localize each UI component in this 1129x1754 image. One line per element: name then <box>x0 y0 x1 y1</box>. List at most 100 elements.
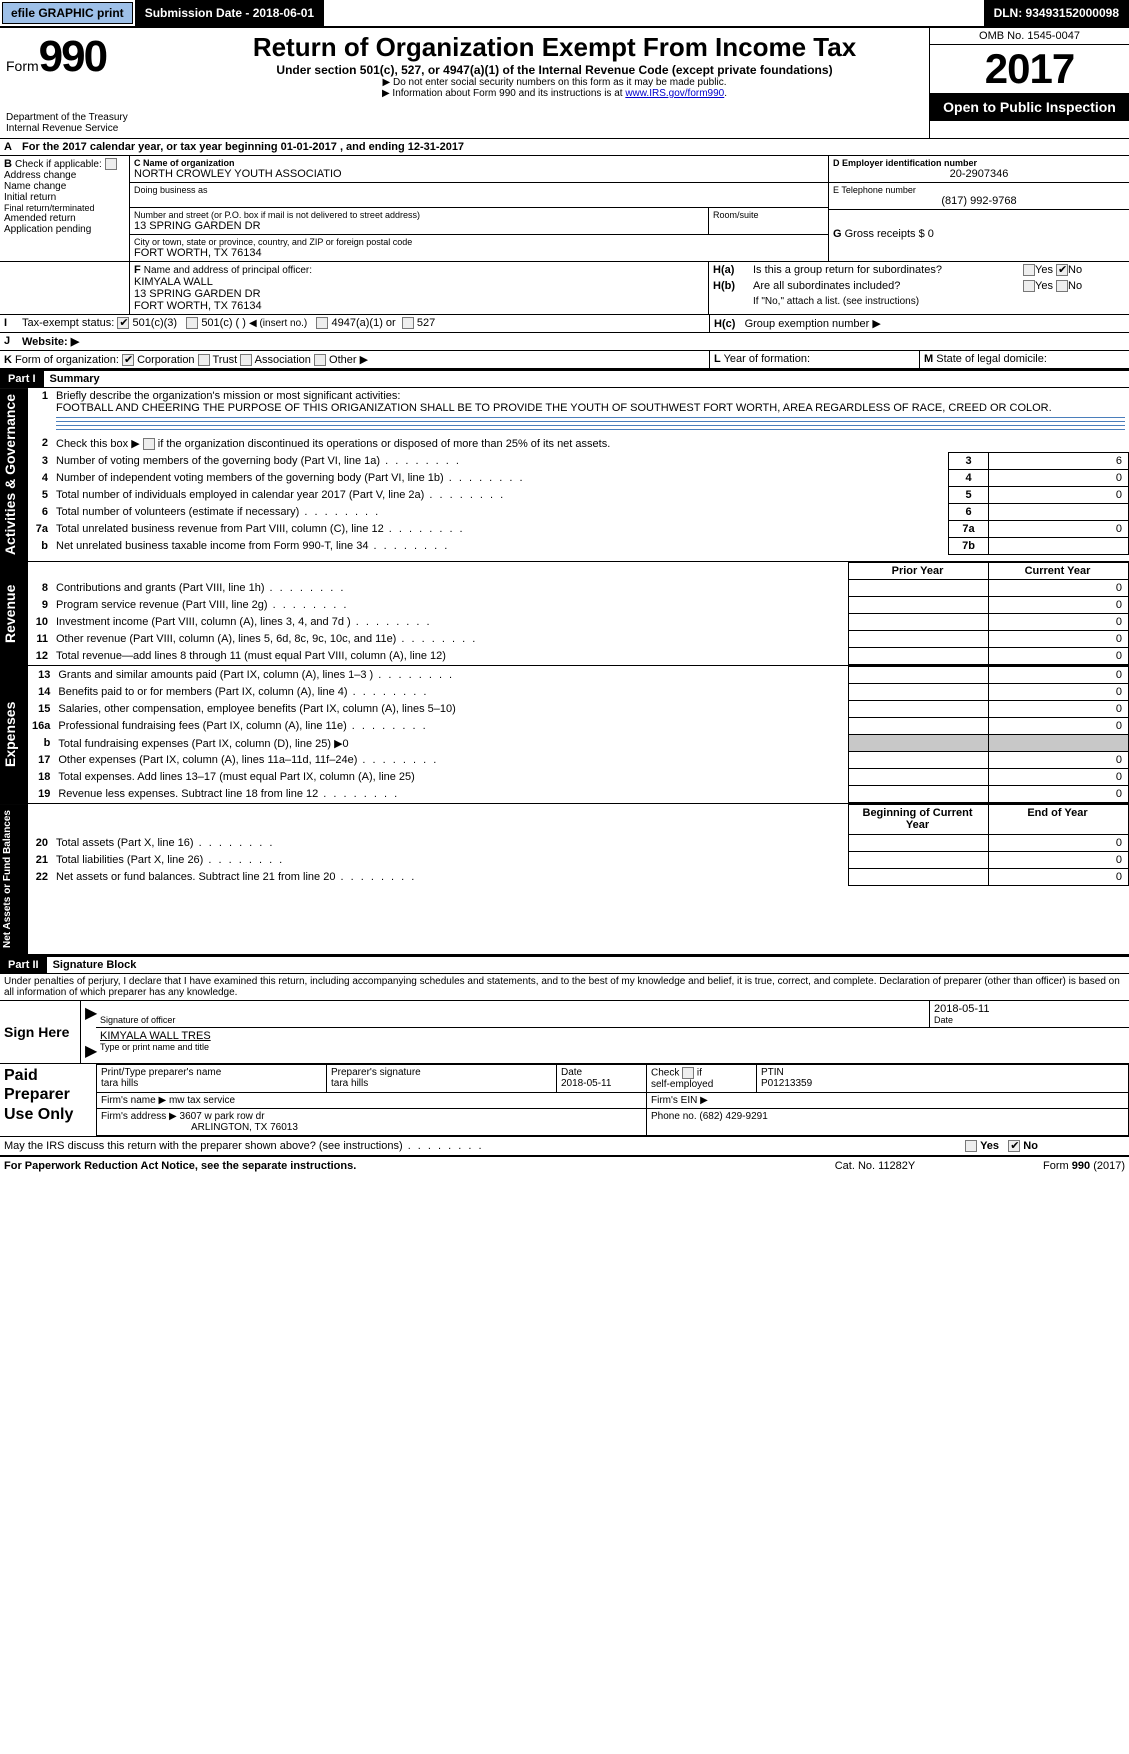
submission-date: Submission Date - 2018-06-01 <box>135 0 324 26</box>
firm-ein-label: Firm's EIN ▶ <box>651 1095 708 1106</box>
assoc-checkbox[interactable] <box>240 354 252 366</box>
checkbox-b[interactable] <box>105 158 117 170</box>
hb-no-checkbox[interactable] <box>1056 280 1068 292</box>
side-revenue: Revenue <box>0 562 28 665</box>
print-name-label: Type or print name and title <box>100 1042 1125 1052</box>
website: Website: ▶ <box>18 333 83 350</box>
prep-sig: tara hills <box>331 1078 368 1089</box>
date-label: Date <box>934 1015 1125 1025</box>
exp-row: 14Benefits paid to or for members (Part … <box>28 684 1129 701</box>
gov-row: 5Total number of individuals employed in… <box>28 487 1129 504</box>
label-d: D Employer identification number <box>833 158 1125 168</box>
irs: Internal Revenue Service <box>6 123 174 134</box>
open-public: Open to Public Inspection <box>930 93 1129 121</box>
cat-no: Cat. No. 11282Y <box>785 1160 965 1172</box>
firm-name: mw tax service <box>169 1095 235 1106</box>
form-label: Form <box>6 58 39 74</box>
gov-row: 4Number of independent voting members of… <box>28 470 1129 487</box>
col-prior: Prior Year <box>849 563 989 580</box>
side-governance: Activities & Governance <box>0 388 28 561</box>
sig-officer-label: Signature of officer <box>100 1015 925 1025</box>
line1-num: 1 <box>28 388 52 435</box>
net-row: 21Total liabilities (Part X, line 26)0 <box>28 852 1129 869</box>
opt-application-pending: Application pending <box>4 224 125 235</box>
form-header: Form990 Department of the Treasury Inter… <box>0 28 1129 139</box>
dba-label: Doing business as <box>134 185 824 195</box>
discuss-text: May the IRS discuss this return with the… <box>4 1140 484 1152</box>
street-address: 13 SPRING GARDEN DR <box>134 220 704 232</box>
hb-note: If "No," attach a list. (see instruction… <box>709 294 1129 309</box>
trust-checkbox[interactable] <box>198 354 210 366</box>
mission-text: FOOTBALL AND CHEERING THE PURPOSE OF THI… <box>56 402 1052 414</box>
pra-notice: For Paperwork Reduction Act Notice, see … <box>4 1160 785 1172</box>
side-expenses: Expenses <box>0 666 28 803</box>
efile-button[interactable]: efile GRAPHIC print <box>2 2 133 24</box>
opt-final-return: Final return/terminated <box>4 203 125 213</box>
net-row: 20Total assets (Part X, line 16)0 <box>28 835 1129 852</box>
city-label: City or town, state or province, country… <box>134 237 824 247</box>
self-employed-checkbox[interactable] <box>682 1067 694 1079</box>
label-hb: H(b) <box>709 278 749 294</box>
addr-label: Number and street (or P.O. box if mail i… <box>134 210 704 220</box>
gov-row: 6Total number of volunteers (estimate if… <box>28 504 1129 521</box>
rev-row: 9Program service revenue (Part VIII, lin… <box>28 597 1129 614</box>
rev-row: 10Investment income (Part VIII, column (… <box>28 614 1129 631</box>
form-footer: Form 990 (2017) <box>965 1160 1125 1172</box>
exp-row: 18Total expenses. Add lines 13–17 (must … <box>28 769 1129 786</box>
sig-date: 2018-05-11 <box>934 1003 1125 1015</box>
firm-name-label: Firm's name ▶ <box>101 1095 166 1106</box>
prep-name-label: Print/Type preparer's name <box>101 1067 221 1078</box>
form-title: Return of Organization Exempt From Incom… <box>184 32 925 63</box>
exp-row: 13Grants and similar amounts paid (Part … <box>28 667 1129 684</box>
label-b: B <box>4 158 12 170</box>
label-ha: H(a) <box>709 262 749 278</box>
discuss-no-checkbox[interactable] <box>1008 1140 1020 1152</box>
501c3-checkbox[interactable] <box>117 317 129 329</box>
exp-row: bTotal fundraising expenses (Part IX, co… <box>28 735 1129 752</box>
col-end: End of Year <box>989 805 1129 835</box>
firm-addr2: ARLINGTON, TX 76013 <box>101 1122 298 1133</box>
ha-no-checkbox[interactable] <box>1056 264 1068 276</box>
hb-yes-checkbox[interactable] <box>1023 280 1035 292</box>
line2-checkbox[interactable] <box>143 438 155 450</box>
city-state-zip: FORT WORTH, TX 76134 <box>134 247 824 259</box>
label-a: A <box>0 139 18 155</box>
officer-addr1: 13 SPRING GARDEN DR <box>134 288 261 300</box>
label-i: I <box>0 315 18 332</box>
ptin: P01213359 <box>761 1078 812 1089</box>
label-f: F <box>134 264 141 276</box>
net-row: 22Net assets or fund balances. Subtract … <box>28 869 1129 886</box>
exp-row: 19Revenue less expenses. Subtract line 1… <box>28 786 1129 803</box>
topbar: efile GRAPHIC print Submission Date - 20… <box>0 0 1129 28</box>
box-b: B Check if applicable: Address change Na… <box>0 156 130 261</box>
line2-num: 2 <box>28 435 52 453</box>
4947-checkbox[interactable] <box>316 317 328 329</box>
irs-link[interactable]: www.IRS.gov/form990 <box>625 88 724 99</box>
omb: OMB No. 1545-0047 <box>930 28 1129 45</box>
rev-row: 12Total revenue—add lines 8 through 11 (… <box>28 648 1129 665</box>
other-checkbox[interactable] <box>314 354 326 366</box>
tax-year: 2017 <box>930 45 1129 93</box>
discuss-yes-checkbox[interactable] <box>965 1140 977 1152</box>
box-deg: D Employer identification number 20-2907… <box>829 156 1129 261</box>
gov-row: bNet unrelated business taxable income f… <box>28 538 1129 555</box>
exp-row: 15Salaries, other compensation, employee… <box>28 701 1129 718</box>
label-e: E Telephone number <box>833 185 1125 195</box>
line-a: For the 2017 calendar year, or tax year … <box>18 139 468 155</box>
opt-initial-return: Initial return <box>4 192 125 203</box>
declaration: Under penalties of perjury, I declare th… <box>0 974 1129 1000</box>
firm-phone: (682) 429-9291 <box>699 1111 767 1122</box>
rev-row: 11Other revenue (Part VIII, column (A), … <box>28 631 1129 648</box>
gross-receipts: Gross receipts $ 0 <box>845 228 934 240</box>
ha-yes-checkbox[interactable] <box>1023 264 1035 276</box>
corp-checkbox[interactable] <box>122 354 134 366</box>
527-checkbox[interactable] <box>402 317 414 329</box>
paid-preparer-label: Paid Preparer Use Only <box>0 1064 96 1136</box>
501c-checkbox[interactable] <box>186 317 198 329</box>
label-c: C Name of organization <box>134 158 824 168</box>
dln: DLN: 93493152000098 <box>984 0 1129 26</box>
label-k: K <box>4 354 12 366</box>
prep-sig-label: Preparer's signature <box>331 1067 421 1078</box>
org-name: NORTH CROWLEY YOUTH ASSOCIATIO <box>134 168 824 180</box>
col-current: Current Year <box>989 563 1129 580</box>
